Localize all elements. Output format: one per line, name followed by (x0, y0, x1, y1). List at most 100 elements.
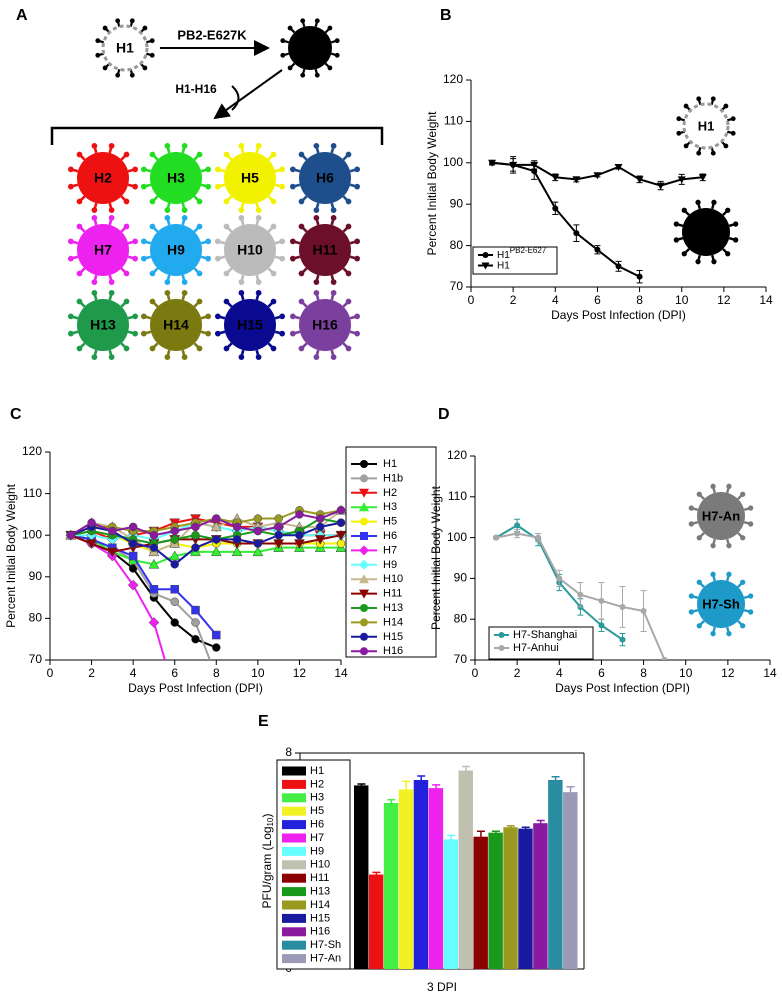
spike-head (91, 142, 98, 149)
marker (573, 230, 580, 237)
spike-head (142, 25, 148, 31)
x-tick-label: 14 (763, 666, 777, 680)
spike-head (289, 330, 296, 337)
marker (212, 630, 221, 640)
legend-label: H10 (383, 573, 403, 585)
spike-head (205, 183, 212, 190)
spike-head (676, 116, 682, 122)
marker (148, 617, 160, 628)
marker (212, 514, 221, 523)
marker (253, 526, 263, 536)
marker (530, 161, 539, 169)
y-tick-label: 90 (454, 571, 468, 585)
spike-head (270, 223, 277, 230)
spike-head (334, 38, 340, 44)
spike-head (725, 251, 731, 257)
spike-head (740, 535, 746, 541)
spike-head (196, 198, 203, 205)
legend-name: H13 (383, 602, 403, 614)
spike-head (354, 183, 361, 190)
spike-head (710, 543, 716, 549)
marker (66, 530, 76, 540)
spike-head (696, 150, 702, 156)
spike-head (298, 151, 305, 158)
spike-head (330, 289, 337, 296)
spike-head (149, 270, 156, 277)
virus-icon: H10 (214, 214, 286, 286)
marker (149, 585, 159, 594)
error-bar (521, 826, 530, 830)
marker (169, 550, 181, 561)
virus-label: H7-An (702, 508, 740, 523)
marker (231, 546, 243, 557)
legend-name: H3 (383, 501, 397, 513)
legend-swatch (282, 913, 306, 923)
marker (148, 558, 160, 569)
spike-head (205, 313, 212, 320)
virus-label: H5 (241, 170, 259, 186)
error-bar (387, 798, 396, 807)
bar (518, 828, 533, 969)
spike-head (149, 223, 156, 230)
spike-head (255, 142, 262, 149)
legend-label: H7-Anhui (513, 642, 559, 654)
legend-name: H1b (383, 472, 403, 484)
legend-label: H7-Shanghai (513, 629, 577, 641)
bar (548, 780, 563, 969)
y-tick-label: 120 (443, 72, 463, 86)
marker (360, 517, 368, 526)
marker (556, 575, 563, 582)
virus-label: H13 (90, 317, 116, 333)
y-label-sub: 10 (266, 817, 275, 826)
marker (212, 643, 221, 652)
spike-head (91, 207, 98, 214)
y-tick-label: 70 (450, 279, 464, 293)
spike-head (108, 279, 115, 286)
spike-head (696, 491, 702, 497)
x-tick-label: 10 (679, 666, 693, 680)
legend-swatch (282, 873, 306, 883)
virus-body (77, 299, 129, 351)
x-tick-label: 14 (759, 293, 773, 307)
spike-head (91, 354, 98, 361)
virus-body (77, 152, 129, 204)
marker (551, 174, 560, 182)
spike-head (270, 270, 277, 277)
virus-label: H7-Sh (702, 596, 740, 611)
x-tick-label: 6 (171, 666, 178, 680)
spike-head (76, 270, 83, 277)
y-axis-label: Percent Initial Body Weight (429, 485, 443, 630)
bar (354, 785, 369, 969)
spike-head (76, 298, 83, 305)
y-tick-label: 70 (29, 652, 43, 666)
error-bar (447, 834, 456, 844)
legend-swatch (282, 940, 306, 950)
spike-head (214, 255, 221, 262)
marker (514, 522, 521, 529)
marker (359, 488, 369, 498)
spike-head (748, 521, 754, 527)
legend-label: H2 (383, 487, 397, 499)
spike-head (710, 571, 716, 577)
virus-body (224, 299, 276, 351)
y-tick-label: 80 (454, 611, 468, 625)
y-label-end: ) (260, 814, 274, 818)
spike-head (279, 166, 286, 173)
legend-swatch (282, 779, 306, 789)
legend-name: H6 (383, 530, 397, 542)
spike-head (129, 72, 135, 78)
spike-head (330, 142, 337, 149)
spike-head (695, 259, 701, 265)
legend-label: H7 (383, 544, 397, 556)
marker (614, 163, 623, 171)
virus-body (101, 24, 149, 72)
legend-label: H9 (310, 845, 324, 857)
legend-label: H7-Sh (310, 939, 341, 951)
marker (191, 522, 200, 532)
virus-icon: H13 (67, 289, 139, 361)
spike-head (123, 151, 130, 158)
legend-name: H14 (383, 616, 403, 628)
x-tick-label: 10 (251, 666, 265, 680)
spike-head (95, 52, 101, 58)
